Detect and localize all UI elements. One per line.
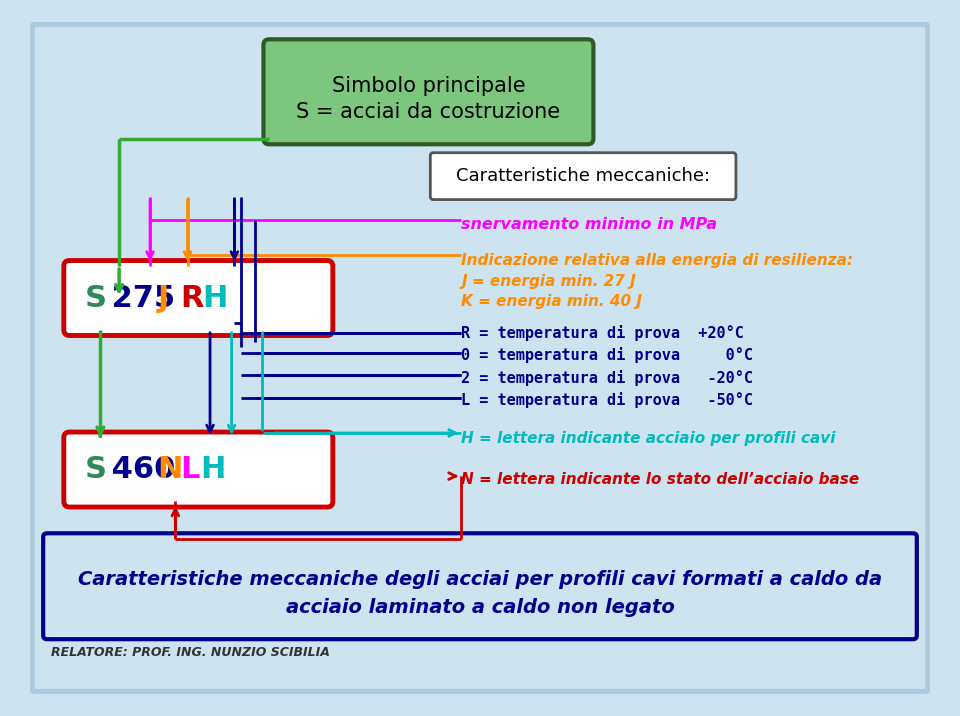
Text: H: H [201, 455, 226, 484]
Text: 2 = temperatura di prova   -20°C: 2 = temperatura di prova -20°C [461, 369, 754, 386]
Text: Indicazione relativa alla energia di resilienza:: Indicazione relativa alla energia di res… [461, 253, 853, 268]
Text: S: S [84, 284, 107, 312]
Text: J = energia min. 27 J: J = energia min. 27 J [461, 274, 636, 289]
Text: R: R [180, 284, 204, 312]
Text: Simbolo principale: Simbolo principale [331, 76, 525, 96]
FancyBboxPatch shape [32, 24, 928, 692]
Text: acciaio laminato a caldo non legato: acciaio laminato a caldo non legato [286, 598, 674, 617]
Text: 0 = temperatura di prova     0°C: 0 = temperatura di prova 0°C [461, 347, 754, 363]
Text: 275: 275 [102, 284, 186, 312]
Text: L: L [180, 455, 200, 484]
Text: N: N [157, 455, 183, 484]
FancyBboxPatch shape [63, 432, 333, 507]
Text: Caratteristiche meccaniche degli acciai per profili cavi formati a caldo da: Caratteristiche meccaniche degli acciai … [78, 570, 882, 589]
Text: N = lettera indicante lo stato dell’acciaio base: N = lettera indicante lo stato dell’acci… [461, 473, 859, 488]
Text: K = energia min. 40 J: K = energia min. 40 J [461, 294, 642, 309]
Text: S: S [84, 455, 107, 484]
Text: L = temperatura di prova   -50°C: L = temperatura di prova -50°C [461, 392, 754, 408]
Text: RELATORE: PROF. ING. NUNZIO SCIBILIA: RELATORE: PROF. ING. NUNZIO SCIBILIA [51, 646, 329, 659]
Text: H = lettera indicante acciaio per profili cavi: H = lettera indicante acciaio per profil… [461, 431, 836, 446]
Text: H: H [203, 284, 228, 312]
Text: Caratteristiche meccaniche:: Caratteristiche meccaniche: [456, 167, 710, 185]
Text: 460: 460 [102, 455, 186, 484]
FancyBboxPatch shape [430, 153, 736, 200]
Text: J: J [157, 284, 169, 312]
Text: snervamento minimo in MPa: snervamento minimo in MPa [461, 218, 717, 233]
FancyBboxPatch shape [63, 261, 333, 336]
FancyBboxPatch shape [43, 533, 917, 639]
Text: S = acciai da costruzione: S = acciai da costruzione [297, 102, 561, 122]
FancyBboxPatch shape [263, 39, 593, 145]
Text: R = temperatura di prova  +20°C: R = temperatura di prova +20°C [461, 324, 744, 341]
